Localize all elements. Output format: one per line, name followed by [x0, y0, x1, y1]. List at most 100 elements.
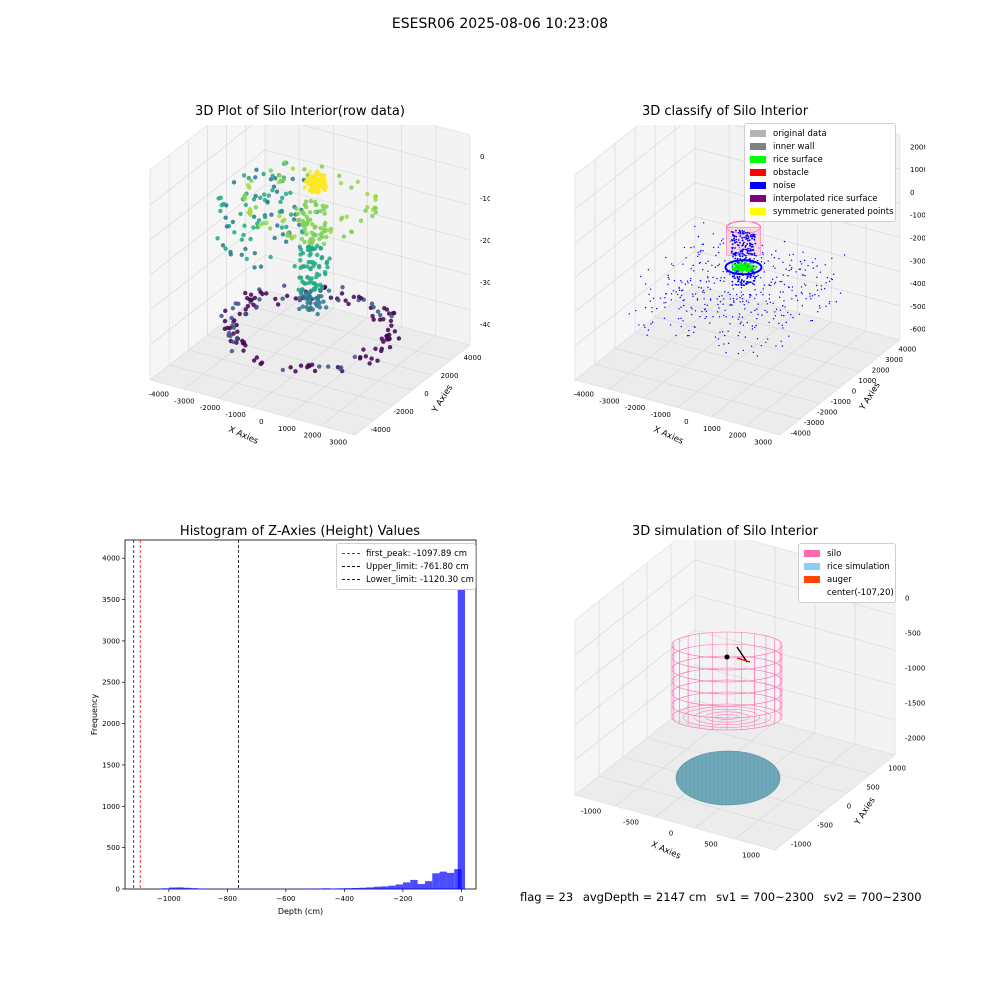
p2-noise-point: [681, 290, 683, 292]
p3-histogram-bar: [351, 888, 360, 889]
p1-scatter-point: [283, 239, 289, 244]
p2-rice-surface-point: [745, 261, 748, 264]
p2-noise-point: [718, 316, 721, 318]
p1-y-tick-label: 4000: [464, 354, 482, 362]
p2-noise-point: [782, 274, 784, 276]
p2-noise-point: [699, 315, 701, 318]
p1-scatter-point: [300, 210, 305, 215]
p2-x-tick-label: 3000: [754, 439, 772, 447]
p1-scatter-point: [312, 232, 317, 237]
p4-z-tick-label: -1500: [905, 700, 925, 708]
p1-scatter-point: [375, 358, 380, 363]
p2-noise-point: [770, 281, 772, 284]
panel3-legend-item: Upper_limit: -761.80 cm: [342, 560, 470, 573]
p2-noise-point: [748, 232, 751, 235]
p1-scatter-point: [300, 279, 305, 284]
p2-noise-point: [663, 317, 666, 320]
p1-scatter-point: [313, 202, 319, 208]
p2-noise-point: [737, 352, 740, 355]
p1-x-tick-label: -3000: [174, 397, 194, 405]
p2-noise-point: [752, 245, 754, 248]
panel2-legend-item: interpolated rice surface: [750, 192, 890, 205]
p1-scatter-point: [375, 309, 381, 314]
p4-grid-line: [574, 664, 696, 761]
p2-noise-point: [761, 251, 764, 254]
p2-noise-point: [707, 270, 709, 272]
p1-scatter-point: [308, 278, 313, 283]
p2-noise-point: [744, 254, 747, 257]
p2-noise-point: [752, 248, 755, 251]
p2-noise-point: [760, 277, 762, 279]
p2-noise-point: [774, 315, 777, 317]
p2-noise-point: [725, 352, 727, 354]
p2-noise-point: [735, 235, 738, 238]
p1-scatter-point: [267, 226, 273, 231]
p2-noise-point: [682, 289, 684, 291]
p2-noise-point: [694, 293, 697, 295]
p1-scatter-point: [346, 301, 351, 307]
p2-noise-point: [685, 310, 688, 312]
p2-noise-point: [663, 302, 665, 304]
p1-scatter-point: [299, 236, 305, 242]
p2-noise-point: [825, 305, 827, 308]
p4-y-tick-label: -500: [817, 822, 833, 830]
p1-scatter-point: [243, 307, 248, 312]
p2-noise-point: [640, 275, 642, 278]
p3-y-tick-label: 1000: [102, 803, 120, 811]
p1-scatter-point: [232, 230, 237, 235]
panel1-title: 3D Plot of Silo Interior(row data): [195, 104, 405, 119]
p2-noise-point: [696, 255, 699, 258]
p4-grid-line: [694, 559, 896, 616]
p2-noise-point: [670, 263, 673, 265]
p1-scatter-point: [306, 362, 311, 368]
p2-noise-point: [831, 257, 833, 259]
p2-z-tick-label: -4000: [910, 280, 925, 288]
p1-scatter-point: [310, 221, 315, 227]
p1-scatter-point: [318, 175, 324, 181]
p2-noise-point: [744, 244, 747, 247]
p2-noise-point: [688, 329, 690, 332]
p1-scatter-point: [223, 215, 228, 220]
p1-scatter-point: [237, 311, 242, 317]
p2-noise-point: [696, 299, 699, 301]
p1-scatter-point: [309, 362, 315, 367]
p1-scatter-point: [337, 173, 342, 178]
p2-noise-point: [723, 280, 725, 283]
p2-noise-point: [744, 308, 746, 310]
p1-scatter-point: [365, 205, 370, 210]
p2-noise-point: [717, 338, 720, 340]
panel4-legend-label: center(-107,20): [827, 587, 894, 598]
p2-noise-point: [753, 238, 756, 241]
p1-scatter-point: [268, 168, 274, 173]
p2-noise-point: [752, 270, 755, 273]
p2-noise-point: [779, 280, 781, 283]
p2-noise-point: [750, 253, 753, 256]
p1-scatter-point: [313, 209, 318, 214]
p2-noise-point: [741, 316, 744, 318]
p2-noise-point: [774, 311, 776, 313]
p2-noise-point: [647, 329, 650, 331]
p2-noise-point: [754, 276, 757, 278]
p2-noise-point: [742, 281, 745, 283]
p2-noise-point: [772, 318, 775, 320]
p2-noise-point: [735, 229, 737, 232]
p1-z-tick-label: -2000: [480, 237, 490, 245]
p1-scatter-point: [321, 299, 326, 304]
p2-noise-point: [718, 251, 720, 254]
p2-noise-point: [732, 288, 734, 290]
p2-y-tick-label: 1000: [858, 377, 876, 385]
p2-noise-point: [760, 344, 763, 347]
panel2-legend-item: inner wall: [750, 140, 890, 153]
p1-scatter-point: [231, 339, 236, 345]
p2-noise-point: [732, 253, 735, 255]
p2-noise-point: [707, 277, 709, 279]
p2-noise-point: [746, 231, 749, 234]
p1-scatter-point: [300, 218, 306, 224]
p2-noise-point: [727, 330, 729, 332]
p2-noise-point: [781, 345, 784, 347]
p2-y-tick-label: -4000: [790, 430, 810, 438]
p1-scatter-point: [258, 195, 263, 200]
p1-scatter-point: [323, 182, 328, 187]
p3-histogram-bar: [432, 873, 440, 889]
p1-scatter-point: [297, 275, 302, 280]
